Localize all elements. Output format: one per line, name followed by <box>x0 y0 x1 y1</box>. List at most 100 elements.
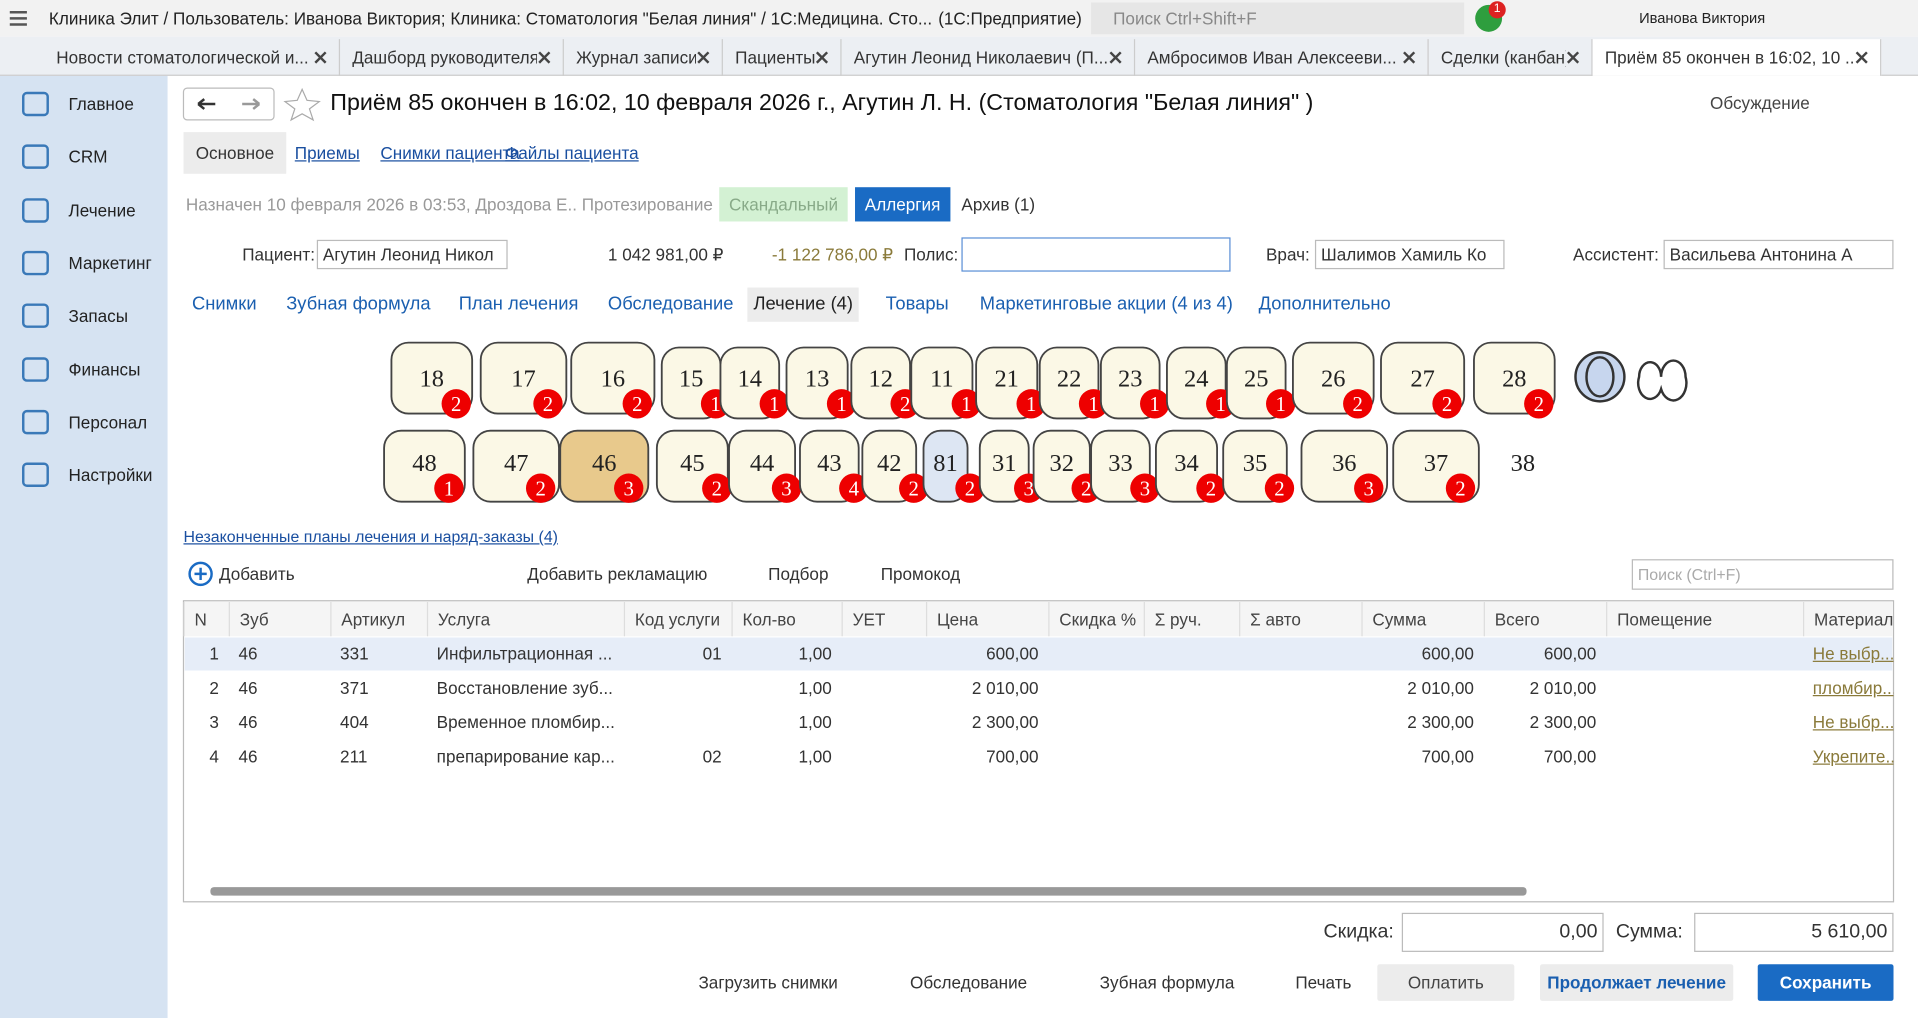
footer-button[interactable]: Печать <box>1295 972 1352 993</box>
tab-close[interactable] <box>538 51 550 63</box>
tag[interactable]: Архив (1) <box>961 194 1036 215</box>
table-cell: 600,00 <box>986 643 1039 664</box>
tab[interactable]: Журнал записи <box>564 39 723 76</box>
add-button[interactable]: Добавить <box>218 564 295 584</box>
column-header: Услуга <box>426 602 624 637</box>
tab[interactable]: Новости стоматологической и... <box>44 39 341 76</box>
plans-link[interactable]: Незаконченные планы лечения и наряд-зака… <box>183 527 558 546</box>
sum-input: 5 610,00 <box>1694 912 1894 952</box>
procedure-count: 3 <box>1364 478 1374 501</box>
tooth-number: 28 <box>1502 366 1526 393</box>
procedure-count: 1 <box>1216 393 1226 416</box>
tooth-number: 31 <box>992 450 1016 477</box>
pick-button[interactable]: Подбор <box>768 564 829 584</box>
table-cell[interactable]: пломбир... <box>1812 677 1894 698</box>
column-header: Σ авто <box>1239 602 1361 637</box>
section-tab[interactable]: План лечения <box>458 293 579 315</box>
tooth-number: 47 <box>504 450 528 477</box>
tab-close[interactable] <box>1567 51 1579 63</box>
section-tab[interactable]: Дополнительно <box>1258 293 1391 315</box>
section-tab[interactable]: Зубная формула <box>286 293 431 315</box>
table-cell[interactable]: Не выбр... <box>1812 643 1894 664</box>
form-tab[interactable]: Основное <box>183 132 287 174</box>
section-tab[interactable]: Лечение (4) <box>747 287 860 322</box>
section-tab[interactable]: Товары <box>885 293 949 315</box>
sidebar-icon <box>22 356 49 382</box>
tooth-number: 45 <box>680 450 704 477</box>
table-cell: Временное пломбир... <box>436 712 615 732</box>
table-cell: 700,00 <box>1543 746 1597 766</box>
sidebar-item[interactable]: Персонал <box>68 412 148 432</box>
form-tab[interactable]: Снимки пациента <box>380 143 520 163</box>
table-cell: Восстановление зуб... <box>436 677 613 698</box>
discuss[interactable]: Обсуждение <box>1710 92 1810 113</box>
table-cell: 1,00 <box>798 712 832 732</box>
sidebar-item[interactable]: Главное <box>68 94 134 114</box>
section-tab[interactable]: Обследование <box>607 293 734 315</box>
tooth-number: 81 <box>933 450 957 477</box>
tab[interactable]: Пациенты <box>723 39 842 76</box>
tab-close[interactable] <box>1856 51 1868 63</box>
sidebar-icon <box>22 197 49 223</box>
tooth-number: 22 <box>1057 366 1081 393</box>
doctor-input[interactable]: Шалимов Хамиль Ко <box>1314 239 1505 270</box>
form-tab[interactable]: Приемы <box>294 143 360 163</box>
tooth-number: 23 <box>1118 366 1142 393</box>
column-header: Помещение <box>1606 602 1803 637</box>
sidebar-item[interactable]: Маркетинг <box>68 253 152 273</box>
table-cell[interactable]: Укрепите... <box>1812 746 1894 766</box>
sidebar-item[interactable]: Запасы <box>68 306 129 326</box>
table-cell: 2 010,00 <box>1407 677 1474 698</box>
form-title: Приём 85 окончен в 16:02, 10 февраля 202… <box>330 90 1314 117</box>
tab[interactable]: Амбросимов Иван Алексееви... <box>1135 39 1429 76</box>
tab[interactable]: Дашборд руководителя <box>340 39 564 76</box>
table-cell[interactable]: Не выбр... <box>1812 712 1894 732</box>
procedure-count: 2 <box>965 478 975 501</box>
pay-button[interactable]: Оплатить <box>1377 964 1515 1001</box>
procedure-count: 1 <box>961 393 971 416</box>
tab[interactable]: Приём 85 окончен в 16:02, 10 ... <box>1592 39 1882 76</box>
policy-input[interactable] <box>961 237 1231 272</box>
table-cell: 2 <box>209 677 219 698</box>
section-tab[interactable]: Снимки <box>192 293 257 315</box>
table-cell: 700,00 <box>1421 746 1474 766</box>
footer-button[interactable]: Обследование <box>910 972 1028 993</box>
promo-button[interactable]: Промокод <box>880 564 961 584</box>
doctor-label: Врач: <box>1266 244 1310 265</box>
sidebar-item[interactable]: Лечение <box>68 200 136 220</box>
tag: Аллергия <box>855 187 951 222</box>
table-cell: 1 <box>209 643 219 664</box>
tab-close[interactable] <box>1109 51 1121 63</box>
section-tab[interactable]: Маркетинговые акции (4 из 4) <box>979 293 1233 315</box>
tooth-number: 46 <box>592 450 616 477</box>
column-header: УЕТ <box>841 602 926 637</box>
patient-input[interactable]: Агутин Леонид Никол <box>316 239 508 270</box>
tooth-number: 13 <box>805 366 829 393</box>
footer-button[interactable]: Зубная формула <box>1099 972 1235 993</box>
table-search[interactable]: Поиск (Ctrl+F) <box>1631 559 1894 590</box>
save-button[interactable]: Сохранить <box>1757 964 1894 1001</box>
tab[interactable]: Агутин Леонид Николаевич (П... <box>842 39 1136 76</box>
sidebar-item[interactable]: Настройки <box>68 465 153 485</box>
tooth-number: 24 <box>1184 366 1208 393</box>
procedure-count: 2 <box>900 393 910 416</box>
tab-close[interactable] <box>816 51 828 63</box>
table-cell: 2 010,00 <box>971 677 1039 698</box>
tooth-number: 33 <box>1108 450 1132 477</box>
tab-close[interactable] <box>314 51 326 63</box>
sidebar-item[interactable]: Финансы <box>68 359 141 379</box>
tooth-number: 12 <box>868 366 892 393</box>
claim-button[interactable]: Добавить рекламацию <box>527 564 708 584</box>
footer-button[interactable]: Загрузить снимки <box>698 972 838 993</box>
global-search[interactable]: Поиск Ctrl+Shift+F <box>1091 2 1465 35</box>
procedure-count: 2 <box>632 393 642 416</box>
column-header: Σ руч. <box>1143 602 1239 637</box>
tooth-number: 15 <box>679 366 703 393</box>
tab[interactable]: Сделки (канбан) <box>1429 39 1593 76</box>
assistant-input[interactable]: Васильева Антонина А <box>1663 239 1894 270</box>
form-tab[interactable]: Файлы пациента <box>505 143 639 163</box>
tab-close[interactable] <box>1403 51 1415 63</box>
sidebar-item[interactable]: CRM <box>68 147 108 167</box>
continue-button[interactable]: Продолжает лечение <box>1540 964 1734 1001</box>
tab-close[interactable] <box>697 51 709 63</box>
